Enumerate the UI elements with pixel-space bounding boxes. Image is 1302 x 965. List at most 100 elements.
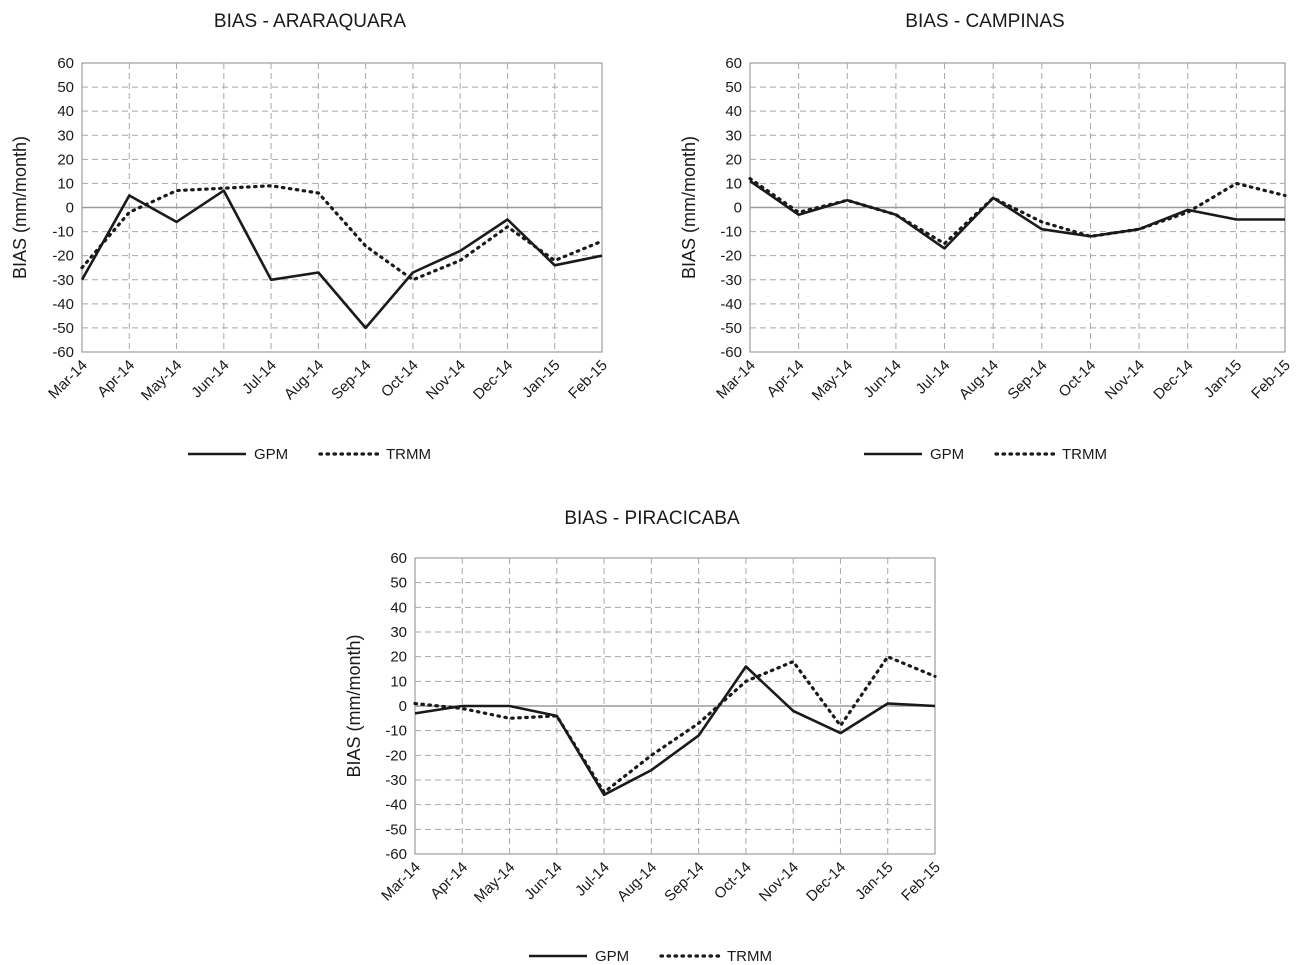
x-tick-label: Apr-14 — [94, 357, 138, 401]
x-tick-label: Jan-15 — [1201, 357, 1245, 401]
chart-title: BIAS - CAMPINAS — [905, 11, 1064, 32]
x-tick-label: Aug-14 — [956, 357, 1002, 403]
y-tick-label: -40 — [52, 296, 74, 313]
series-line-gpm — [414, 665, 936, 797]
x-tick-label: Jan-15 — [519, 357, 563, 401]
y-tick-label: -10 — [385, 723, 407, 740]
x-tick-label: Jul-14 — [239, 357, 280, 398]
x-tick-label: Jan-15 — [852, 859, 896, 903]
series-line-gpm — [80, 189, 603, 330]
chart-title: BIAS - ARARAQUARA — [214, 11, 406, 32]
x-tick-label: Nov-14 — [756, 859, 802, 905]
y-tick-label: -30 — [720, 272, 742, 289]
y-axis-label: BIAS (mm/month) — [10, 136, 30, 279]
x-tick-label: Jun-14 — [521, 859, 565, 903]
x-tick-label: Feb-15 — [898, 859, 944, 905]
x-tick-label: Oct-14 — [378, 357, 422, 401]
y-tick-label: 10 — [725, 175, 742, 192]
x-tick-label: Apr-14 — [427, 859, 471, 903]
y-tick-label: 30 — [725, 127, 742, 144]
y-tick-label: -50 — [52, 320, 74, 337]
y-tick-label: -20 — [52, 248, 74, 265]
y-tick-label: -20 — [385, 747, 407, 764]
chart-piracicaba: BIAS - PIRACICABA 60 50 40 30 20 10 0 -10 -20 -30 -… — [344, 508, 944, 965]
x-tick-label: Nov-14 — [1102, 357, 1148, 403]
x-tick-label: Jul-14 — [572, 859, 613, 900]
y-tick-label: 10 — [390, 673, 407, 690]
legend-label-trmm: TRMM — [386, 446, 431, 463]
x-tick-label: May-14 — [809, 357, 856, 404]
legend-label-gpm: GPM — [254, 446, 288, 463]
series-line-trmm — [80, 184, 604, 282]
y-tick-label: 40 — [725, 103, 742, 120]
y-tick-label: -30 — [52, 272, 74, 289]
x-tick-label: May-14 — [138, 357, 185, 404]
y-tick-label: 40 — [390, 599, 407, 616]
y-tick-label: 50 — [725, 79, 742, 96]
y-tick-label: 0 — [399, 698, 407, 715]
x-tick-label: Mar-14 — [713, 357, 759, 403]
chart-title: BIAS - PIRACICABA — [564, 508, 740, 529]
y-tick-label: 30 — [390, 624, 407, 641]
x-tick-label: Dec-14 — [470, 357, 516, 403]
x-tick-label: Jun-14 — [860, 357, 904, 401]
x-tick-label: Jul-14 — [912, 357, 953, 398]
y-tick-label: -10 — [52, 224, 74, 241]
y-tick-label: 50 — [57, 79, 74, 96]
legend: GPM TRMM — [188, 446, 431, 463]
y-tick-label: -50 — [385, 821, 407, 838]
chart-panel-campinas: BIAS - CAMPINAS 60 50 40 30 20 10 0 -10 -20 -30 -40… — [651, 0, 1302, 482]
y-tick-label: -50 — [720, 320, 742, 337]
x-tick-label: Nov-14 — [423, 357, 469, 403]
y-tick-label: -60 — [385, 846, 407, 863]
chart-campinas: BIAS - CAMPINAS 60 50 40 30 20 10 0 -10 -20 -30 -40… — [679, 11, 1294, 463]
y-tick-label: 60 — [57, 55, 74, 72]
legend-label-gpm: GPM — [595, 948, 629, 965]
y-tick-label: 60 — [390, 550, 407, 567]
x-tick-label: Dec-14 — [803, 859, 849, 905]
y-tick-label: -20 — [720, 248, 742, 265]
legend-label-gpm: GPM — [930, 446, 964, 463]
x-tick-label: Aug-14 — [614, 859, 660, 905]
y-tick-label: -60 — [52, 344, 74, 361]
y-tick-label: 20 — [390, 649, 407, 666]
y-tick-label: -40 — [385, 797, 407, 814]
legend: GPM TRMM — [864, 446, 1107, 463]
y-tick-label: 20 — [725, 151, 742, 168]
x-tick-label: Feb-15 — [1248, 357, 1294, 403]
series-line-trmm — [413, 655, 937, 794]
chart-panel-piracicaba: BIAS - PIRACICABA 60 50 40 30 20 10 0 -10 -20 -30 -… — [325, 482, 976, 965]
y-tick-label: 60 — [725, 55, 742, 72]
y-tick-label: -30 — [385, 772, 407, 789]
y-tick-label: 0 — [66, 200, 74, 217]
x-tick-label: Sep-14 — [1004, 357, 1050, 403]
y-tick-label: 50 — [390, 575, 407, 592]
x-tick-label: Jun-14 — [188, 357, 232, 401]
y-axis-label: BIAS (mm/month) — [344, 634, 364, 777]
legend-label-trmm: TRMM — [727, 948, 772, 965]
y-tick-label: -40 — [720, 296, 742, 313]
x-tick-label: Mar-14 — [45, 357, 91, 403]
legend: GPM TRMM — [529, 948, 772, 965]
y-tick-label: 20 — [57, 151, 74, 168]
x-tick-label: Aug-14 — [281, 357, 327, 403]
x-tick-label: Feb-15 — [565, 357, 611, 403]
chart-panel-araraquara: BIAS - ARARAQUARA 60 50 40 30 20 10 0 -10 -20 -30 -… — [0, 0, 651, 482]
x-tick-label: Dec-14 — [1150, 357, 1196, 403]
x-tick-label: Sep-14 — [661, 859, 707, 905]
chart-araraquara: BIAS - ARARAQUARA 60 50 40 30 20 10 0 -10 -20 -30 -… — [10, 11, 611, 463]
x-tick-label: Oct-14 — [1055, 357, 1099, 401]
legend-label-trmm: TRMM — [1062, 446, 1107, 463]
x-tick-label: May-14 — [471, 859, 518, 906]
y-tick-label: -60 — [720, 344, 742, 361]
y-tick-label: 10 — [57, 175, 74, 192]
y-tick-label: 30 — [57, 127, 74, 144]
y-tick-label: -10 — [720, 224, 742, 241]
x-tick-label: Apr-14 — [764, 357, 808, 401]
y-axis-label: BIAS (mm/month) — [679, 136, 699, 279]
y-tick-label: 0 — [734, 200, 742, 217]
x-tick-label: Mar-14 — [378, 859, 424, 905]
x-tick-label: Oct-14 — [711, 859, 755, 903]
series-line-trmm — [748, 177, 1287, 246]
x-tick-label: Sep-14 — [328, 357, 374, 403]
